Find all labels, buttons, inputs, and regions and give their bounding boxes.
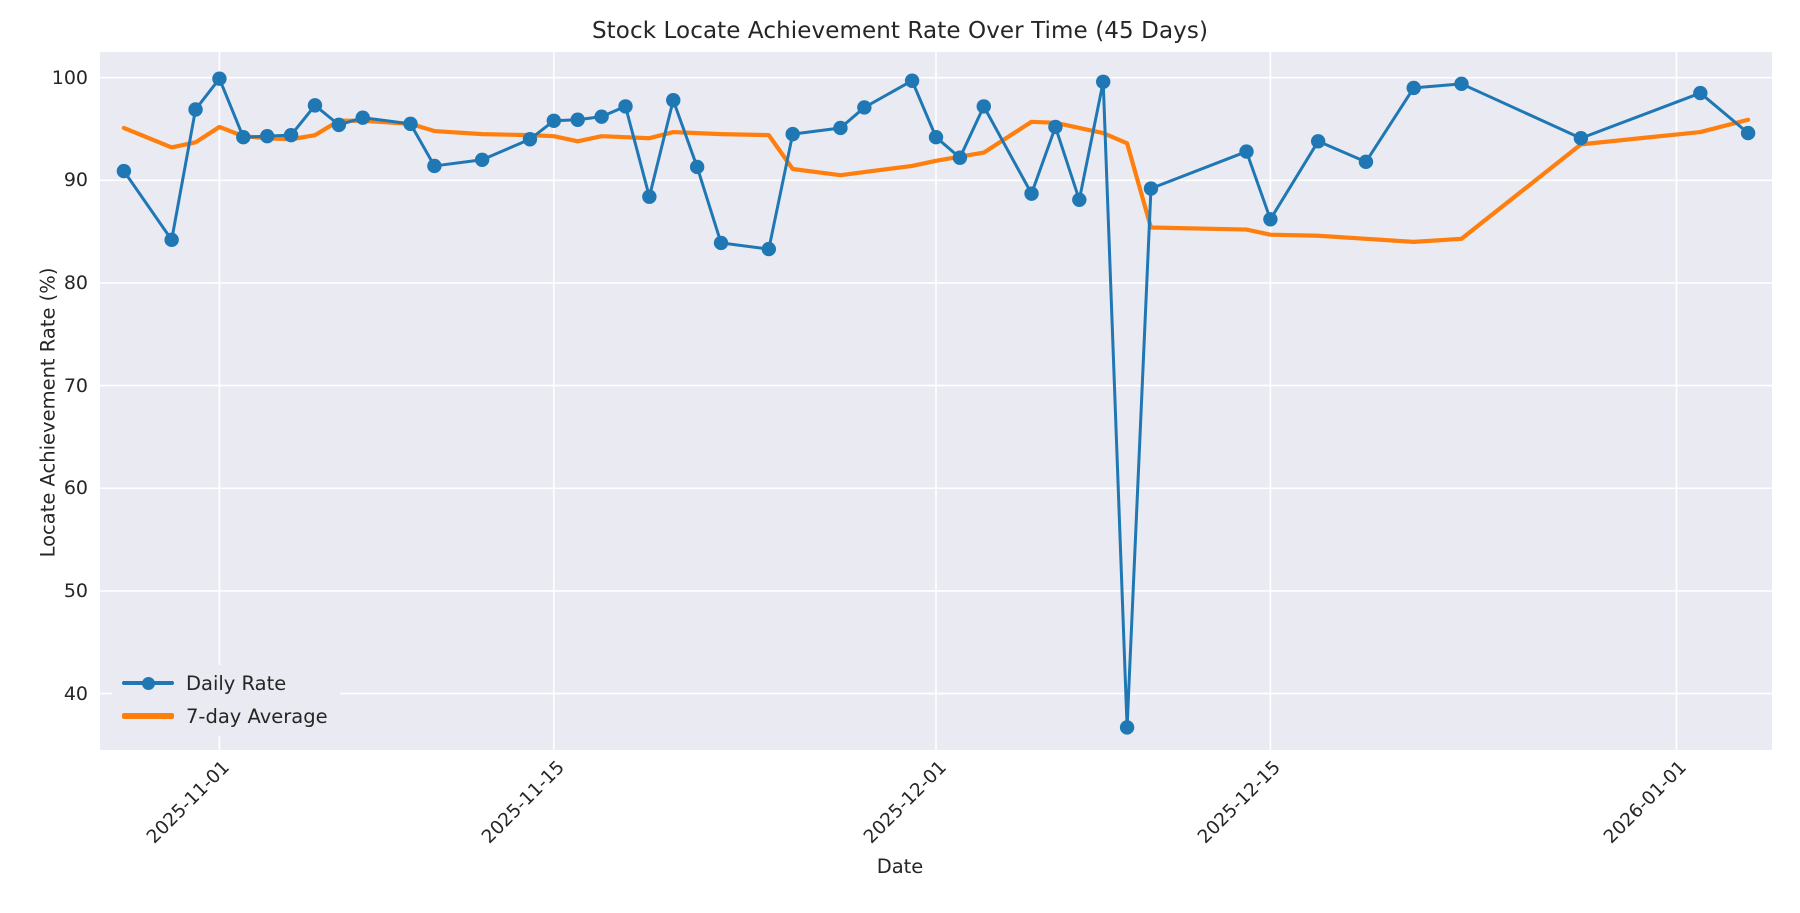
data-point xyxy=(666,93,681,108)
data-point xyxy=(952,150,968,165)
data-point xyxy=(331,117,347,133)
x-tick-label: 2025-12-01 xyxy=(859,757,951,848)
data-point xyxy=(522,132,538,147)
data-point xyxy=(689,159,705,175)
data-point xyxy=(594,109,609,124)
data-point xyxy=(1048,119,1063,135)
x-tick-label: 2025-11-01 xyxy=(143,757,235,848)
y-tick-label: 50 xyxy=(63,579,88,602)
data-point xyxy=(785,126,800,142)
data-point xyxy=(976,99,991,114)
legend-swatch-icon xyxy=(122,671,174,695)
series-line-daily-rate xyxy=(122,77,1750,729)
y-tick-label: 40 xyxy=(63,682,88,705)
y-tick-label: 90 xyxy=(63,169,88,192)
data-point xyxy=(307,98,323,113)
data-point xyxy=(260,128,275,144)
data-point xyxy=(116,163,132,179)
x-tick-label: 2025-12-15 xyxy=(1194,757,1286,848)
grid-layer xyxy=(100,52,1772,750)
legend-item[interactable]: Daily Rate xyxy=(122,671,328,695)
data-point xyxy=(1310,134,1326,149)
data-point xyxy=(713,235,729,251)
data-point xyxy=(355,110,370,125)
y-tick-label: 70 xyxy=(63,374,88,397)
data-point xyxy=(212,71,227,86)
data-point xyxy=(1072,192,1087,208)
plot-area xyxy=(100,52,1772,750)
x-axis-label: Date xyxy=(876,855,924,878)
data-point xyxy=(236,130,251,145)
data-point xyxy=(928,130,944,145)
data-point xyxy=(1143,181,1159,196)
y-tick-label: 80 xyxy=(63,271,88,294)
legend-label: Daily Rate xyxy=(186,671,287,695)
data-point xyxy=(1406,80,1421,96)
data-point xyxy=(1358,154,1374,170)
data-point xyxy=(833,120,848,136)
series-line-7-day-average xyxy=(121,117,1751,244)
data-point xyxy=(857,100,872,115)
data-point xyxy=(403,116,418,132)
y-tick-label: 60 xyxy=(63,477,88,500)
data-point xyxy=(164,232,179,248)
data-point xyxy=(1263,212,1278,227)
chart-legend: Daily Rate 7-day Average xyxy=(112,665,340,736)
data-point xyxy=(1119,720,1135,735)
y-axis-label: Locate Achievement Rate (%) xyxy=(36,267,60,558)
data-point xyxy=(570,112,585,127)
data-point xyxy=(188,102,203,117)
series-layer xyxy=(116,71,1756,735)
data-point xyxy=(1239,144,1254,159)
data-point xyxy=(1740,125,1756,141)
data-point xyxy=(1096,74,1111,89)
chart-title: Stock Locate Achievement Rate Over Time … xyxy=(591,18,1209,44)
data-point xyxy=(642,189,657,204)
legend-label: 7-day Average xyxy=(186,704,328,728)
legend-marker-dot xyxy=(141,676,155,690)
data-point xyxy=(761,241,776,257)
data-point xyxy=(618,99,633,114)
x-tick-label: 2026-01-01 xyxy=(1600,757,1692,848)
data-point xyxy=(1024,186,1039,201)
data-point xyxy=(1573,131,1589,146)
data-point xyxy=(904,73,920,88)
data-point xyxy=(474,152,490,167)
data-point xyxy=(1454,76,1469,92)
legend-item[interactable]: 7-day Average xyxy=(122,704,328,728)
data-point xyxy=(1693,85,1708,101)
data-point xyxy=(427,158,442,174)
x-tick-label: 2025-11-15 xyxy=(477,757,569,848)
data-point xyxy=(283,127,299,143)
y-tick-label: 100 xyxy=(51,66,88,89)
data-point xyxy=(546,113,562,128)
legend-swatch-icon xyxy=(122,704,174,728)
